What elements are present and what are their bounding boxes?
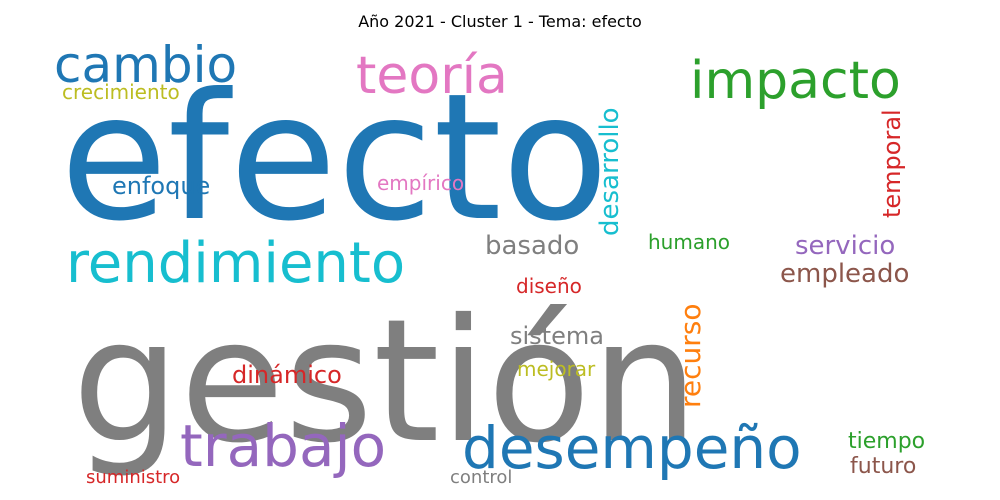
word-22: mejorar <box>517 357 596 381</box>
word-24: futuro <box>850 454 916 479</box>
word-23: tiempo <box>848 429 925 454</box>
word-12: desarrollo <box>595 107 625 236</box>
word-18: diseño <box>516 274 582 298</box>
word-15: humano <box>648 230 730 254</box>
word-5: rendimiento <box>66 231 405 296</box>
word-4: trabajo <box>180 412 386 480</box>
word-3: desempeño <box>462 414 802 482</box>
word-26: control <box>450 467 512 488</box>
word-25: suministro <box>86 467 180 488</box>
word-20: sistema <box>510 322 604 350</box>
word-10: enfoque <box>112 172 210 200</box>
word-2: gestión <box>72 283 699 481</box>
chart-title: Año 2021 - Cluster 1 - Tema: efecto <box>358 12 642 31</box>
word-21: dinámico <box>232 361 342 389</box>
word-8: cambio <box>54 36 237 94</box>
word-7: teoría <box>356 46 508 106</box>
word-16: servicio <box>795 231 895 261</box>
word-17: empleado <box>780 259 909 289</box>
word-9: crecimiento <box>62 80 180 104</box>
word-14: basado <box>485 231 579 261</box>
word-6: impacto <box>690 51 901 111</box>
word-1: efecto <box>60 57 609 260</box>
word-11: empírico <box>377 171 464 195</box>
word-13: temporal <box>878 109 906 218</box>
word-19: recurso <box>674 304 707 409</box>
